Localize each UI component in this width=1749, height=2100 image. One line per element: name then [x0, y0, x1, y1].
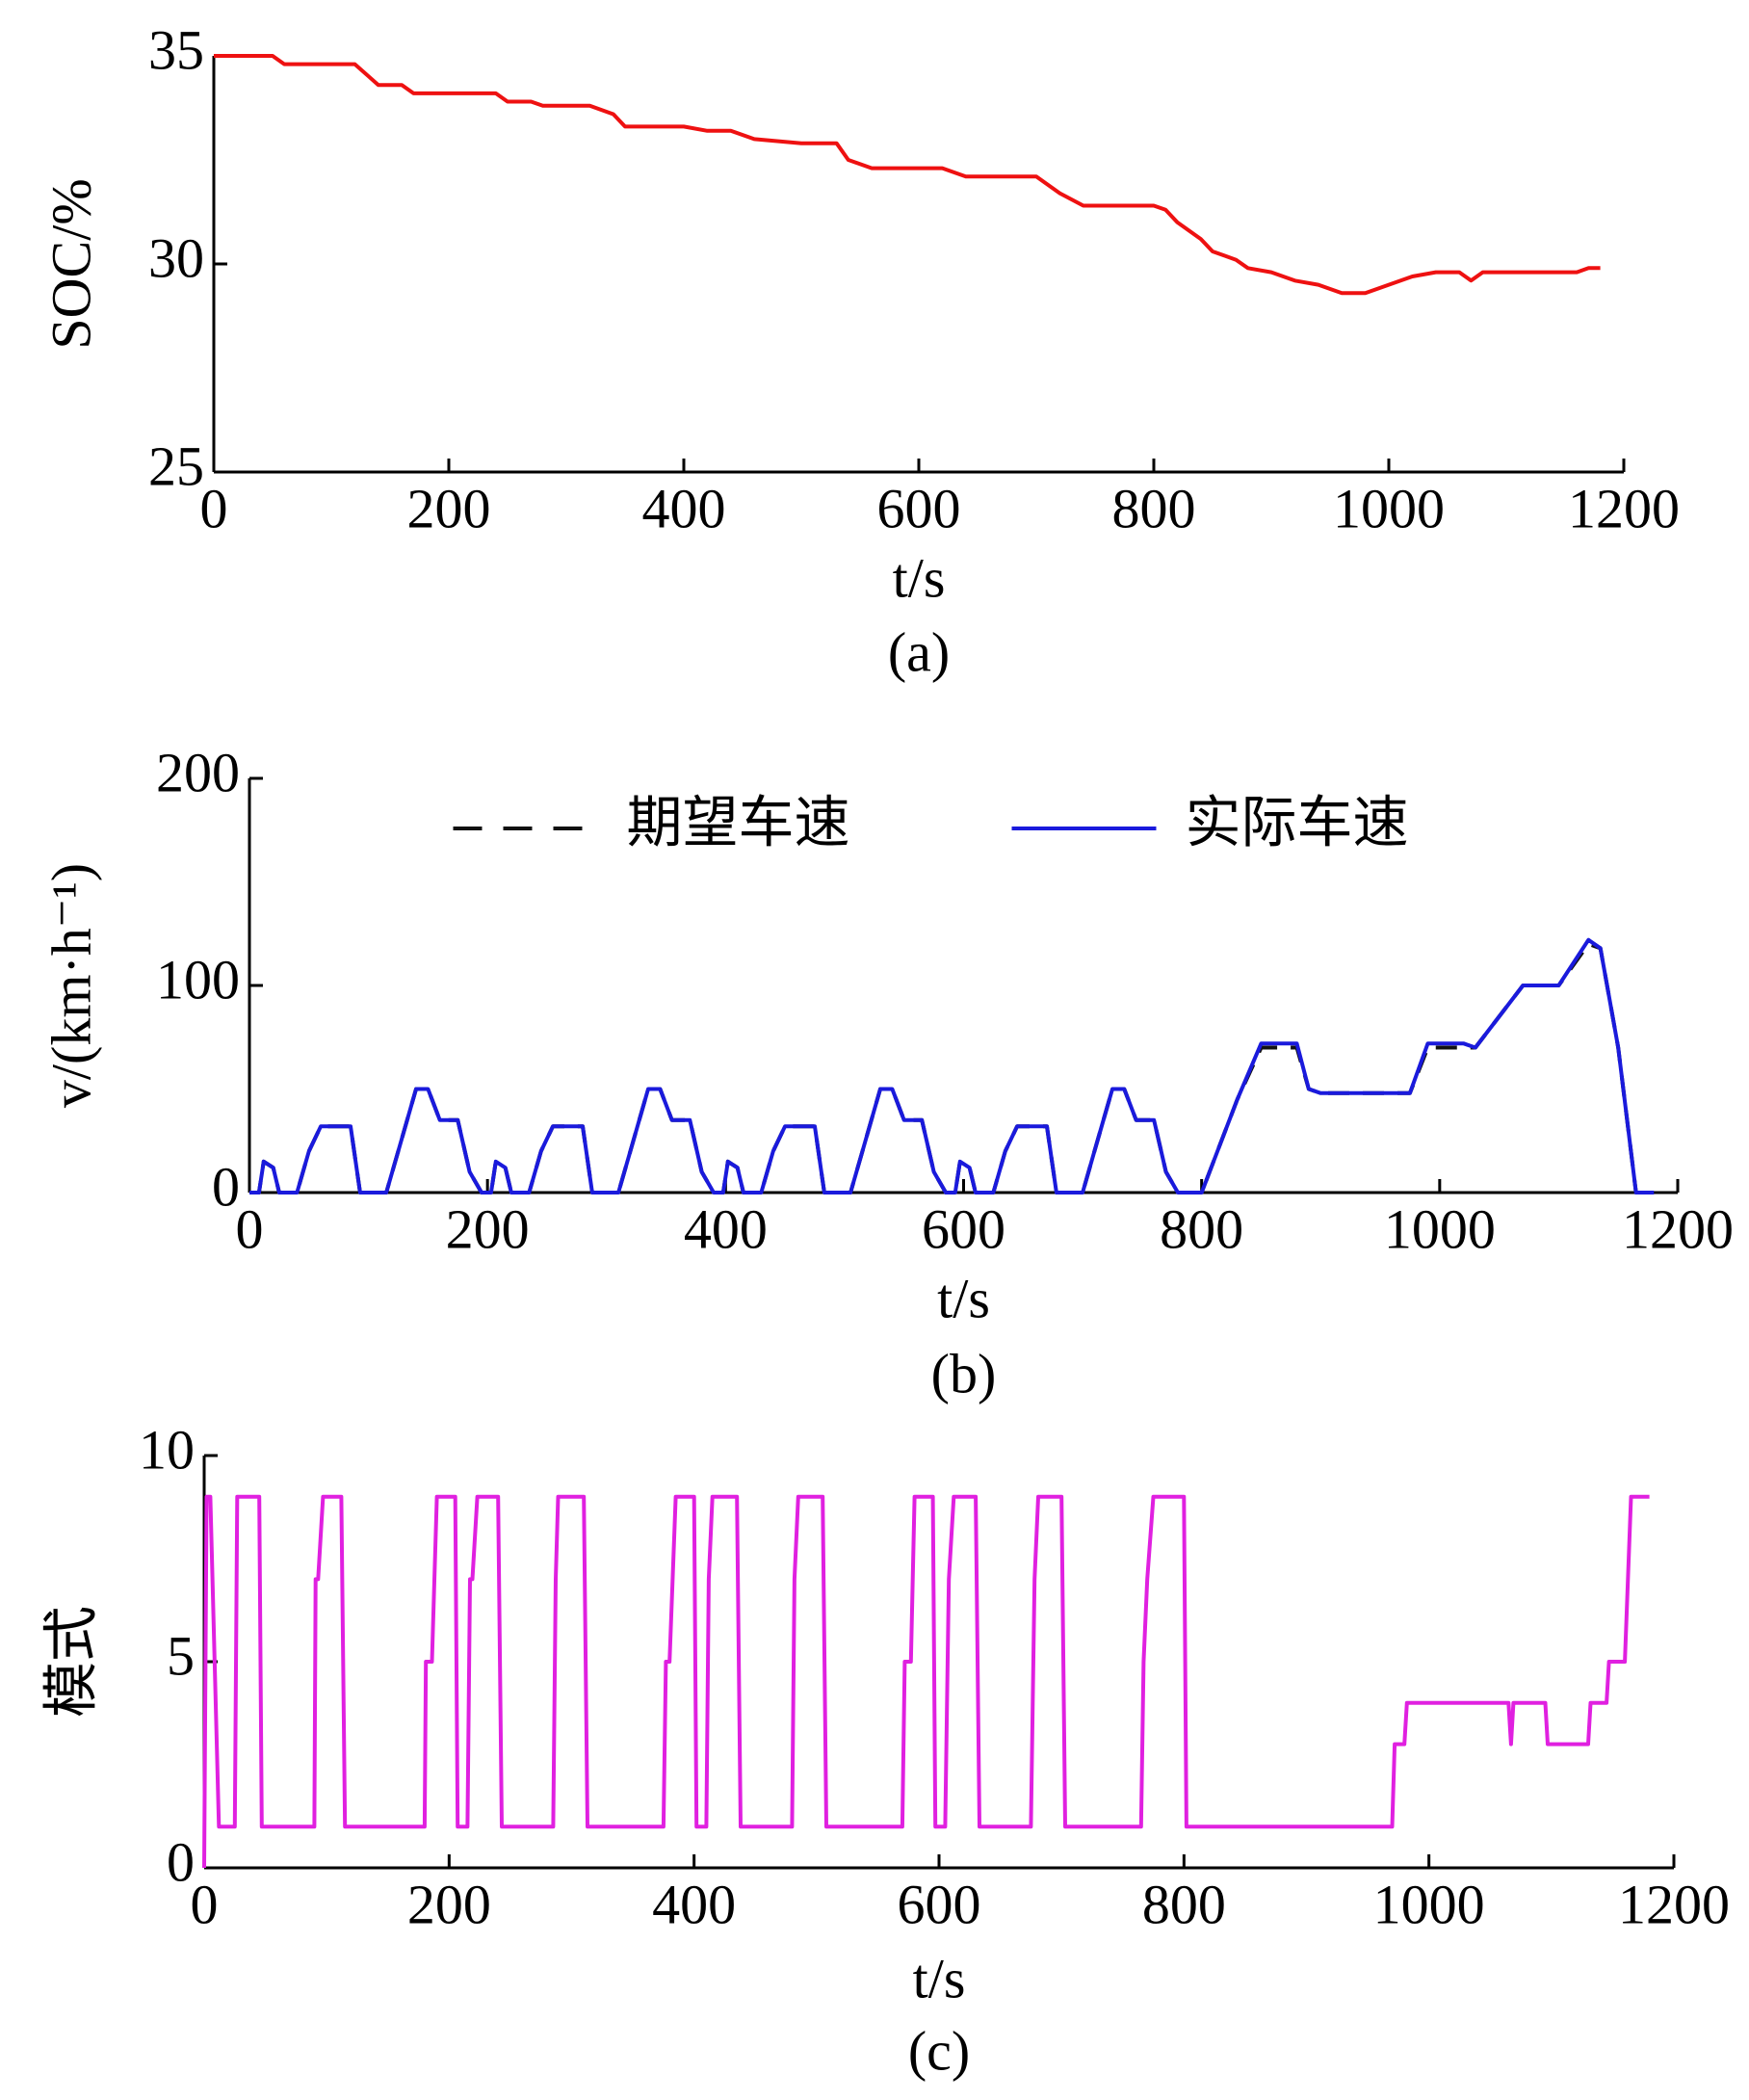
y-tick-label: 10 [139, 1418, 195, 1481]
y-tick-label: 0 [212, 1155, 240, 1218]
x-axis-label: t/s [893, 546, 946, 609]
x-axis-label: t/s [913, 1947, 966, 2009]
y-tick-label: 100 [156, 948, 240, 1011]
x-tick-label: 200 [407, 477, 491, 539]
x-tick-label: 800 [1142, 1873, 1226, 1935]
x-tick-label: 400 [642, 477, 726, 539]
x-tick-label: 1000 [1373, 1873, 1485, 1935]
x-tick-label: 800 [1160, 1197, 1243, 1260]
legend-label: 期望车速 [627, 791, 850, 853]
x-tick-label: 1200 [1622, 1197, 1734, 1260]
series-line [249, 937, 1655, 1194]
y-tick-label: 25 [148, 434, 204, 497]
legend-label: 实际车速 [1186, 791, 1409, 853]
x-tick-label: 800 [1112, 477, 1196, 539]
x-tick-label: 1000 [1384, 1197, 1496, 1260]
caption: (a) [888, 620, 950, 683]
series-line [249, 942, 1655, 1194]
data-line [202, 1494, 1650, 1869]
y-tick-label: 200 [156, 741, 240, 803]
y-axis-label: SOC/% [39, 178, 102, 349]
y-tick-label: 5 [167, 1624, 195, 1687]
x-tick-label: 0 [236, 1197, 264, 1260]
x-tick-label: 0 [200, 477, 228, 539]
y-axis-label: v/(km·h⁻¹) [39, 863, 102, 1108]
x-tick-label: 400 [684, 1197, 768, 1260]
x-tick-label: 400 [652, 1873, 736, 1935]
y-axis-label: 模式 [39, 1606, 102, 1718]
x-tick-label: 200 [446, 1197, 530, 1260]
x-tick-label: 1200 [1618, 1873, 1730, 1935]
y-tick-label: 35 [148, 18, 204, 81]
caption: (c) [908, 2019, 970, 2082]
x-tick-label: 600 [922, 1197, 1005, 1260]
data-line [214, 54, 1601, 296]
x-tick-label: 200 [407, 1873, 491, 1935]
x-tick-label: 1200 [1568, 477, 1680, 539]
x-tick-label: 600 [898, 1873, 981, 1935]
caption: (b) [931, 1342, 997, 1404]
y-tick-label: 0 [167, 1830, 195, 1893]
x-tick-label: 600 [877, 477, 961, 539]
x-tick-label: 1000 [1333, 477, 1445, 539]
y-tick-label: 30 [148, 226, 204, 289]
x-tick-label: 0 [191, 1873, 219, 1935]
x-axis-label: t/s [937, 1267, 990, 1329]
